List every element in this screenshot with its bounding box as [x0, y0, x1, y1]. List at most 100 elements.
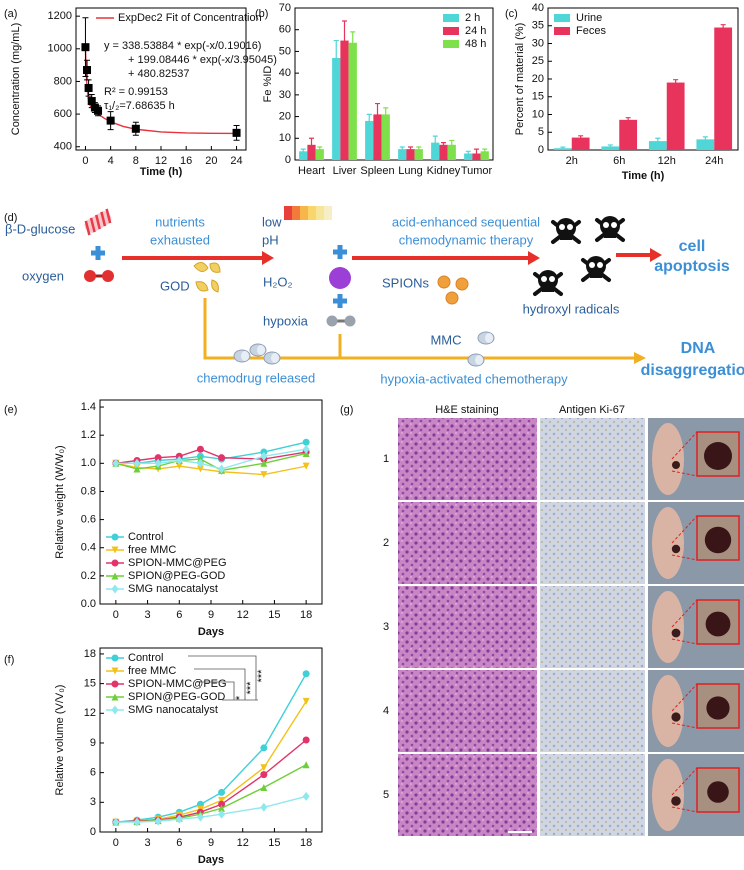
ki67-image	[540, 670, 645, 752]
mouse-body	[652, 675, 684, 747]
y-axis-label: Percent of material (%)	[514, 23, 526, 135]
god-icon	[193, 262, 221, 293]
hypoxia-icon	[326, 315, 356, 327]
ki67-image	[540, 418, 645, 500]
plot-frame	[294, 7, 494, 161]
x-axis-label: Days	[198, 626, 224, 638]
series-line	[115, 448, 307, 470]
marker	[87, 97, 96, 106]
drug-icon	[467, 353, 485, 367]
y-tick-label: 15	[84, 678, 96, 690]
marker	[112, 817, 120, 827]
marker	[302, 438, 310, 446]
y-tick-label: 0.6	[81, 513, 96, 525]
series-line	[115, 673, 307, 823]
legend-label: SPION-MMC@PEG	[128, 557, 227, 569]
marker	[260, 451, 268, 461]
marker	[302, 670, 310, 678]
x-tick-label: Tumor	[461, 165, 493, 177]
tumor	[671, 712, 681, 722]
x-tick-label: Liver	[333, 165, 357, 177]
released-label: chemodrug released	[197, 370, 316, 385]
error-bar	[441, 142, 446, 148]
tumor-zoom	[707, 781, 729, 803]
legend-swatch	[443, 14, 459, 22]
y-axis-label: Fe %ID	[262, 66, 274, 103]
zoom-lines	[671, 431, 698, 477]
bar	[406, 149, 415, 160]
glucose-label: β-D-glucose	[5, 221, 75, 236]
annotation: ***	[245, 681, 257, 695]
marker	[260, 783, 268, 791]
legend-label: Feces	[576, 25, 606, 37]
annotation: ***	[256, 669, 268, 683]
zoom-lines	[671, 767, 698, 813]
y-tick-label: 0.4	[81, 542, 96, 554]
x-tick-label: 18	[300, 609, 312, 621]
error-bar	[432, 135, 438, 150]
x-tick-label: 0	[82, 155, 88, 167]
marker	[111, 546, 119, 554]
legend-label: SPION@PEG-GOD	[128, 691, 225, 703]
annotation: R² = 0.99153	[104, 86, 168, 98]
panel-label: (g)	[340, 404, 353, 416]
row-label: 3	[383, 621, 389, 633]
y-tick-label: 25	[532, 55, 544, 67]
marker	[133, 465, 141, 473]
drug-icon	[263, 351, 281, 365]
row-label: 4	[383, 705, 389, 717]
legend-label: SMG nanocatalyst	[128, 704, 218, 716]
error-bar	[375, 102, 380, 126]
x-tick-label: 6	[176, 837, 182, 849]
x-tick-label: 15	[268, 837, 280, 849]
y-tick-label: 50	[279, 45, 291, 57]
x-axis-label: Time (h)	[622, 170, 665, 182]
tumor-zoom	[704, 526, 732, 554]
marker	[218, 796, 226, 804]
marker	[260, 802, 268, 812]
marker	[175, 462, 183, 470]
x-tick-label: Lung	[398, 165, 422, 177]
marker	[81, 43, 90, 52]
x-tick-label: 3	[145, 609, 151, 621]
marker	[196, 812, 204, 822]
marker	[175, 455, 183, 465]
skull-icon	[533, 268, 563, 296]
y-tick-label: 0	[90, 826, 96, 838]
bar	[464, 153, 473, 160]
marker	[218, 800, 226, 808]
tumor	[671, 796, 681, 806]
column-title: Antigen Ki-67	[559, 404, 625, 416]
error-bar	[408, 146, 413, 152]
error-bar	[309, 137, 314, 152]
marker	[260, 764, 268, 772]
legend-swatch	[443, 27, 459, 35]
x-tick-label: Spleen	[360, 165, 394, 177]
marker	[111, 654, 119, 662]
h2o2-icon	[329, 267, 351, 289]
marker	[112, 458, 120, 468]
bar	[365, 120, 374, 160]
bar	[447, 144, 456, 160]
marker	[260, 771, 268, 779]
row-label: 1	[383, 453, 389, 465]
y-tick-label: 30	[279, 89, 291, 101]
annotation: τ₁/₂=7.68635 h	[104, 100, 175, 112]
annotation: y = 338.53884 * exp(-x/0.19016)	[104, 40, 261, 52]
x-tick-label: 9	[208, 609, 214, 621]
x-tick-label: 20	[205, 155, 217, 167]
error-bar	[673, 79, 679, 86]
bar	[431, 142, 440, 160]
error-bar	[560, 146, 566, 150]
panel-label: (b)	[255, 8, 268, 20]
y-tick-label: 800	[54, 75, 72, 87]
oxygen-icon	[84, 270, 114, 282]
marker	[302, 444, 310, 454]
panel-label: (c)	[505, 8, 518, 20]
mouse-body	[652, 759, 684, 831]
skull-icon	[595, 214, 625, 242]
x-tick-label: 4	[108, 155, 114, 167]
bar	[414, 149, 423, 160]
error-bar	[625, 117, 631, 123]
tumor-zoom	[704, 442, 732, 470]
